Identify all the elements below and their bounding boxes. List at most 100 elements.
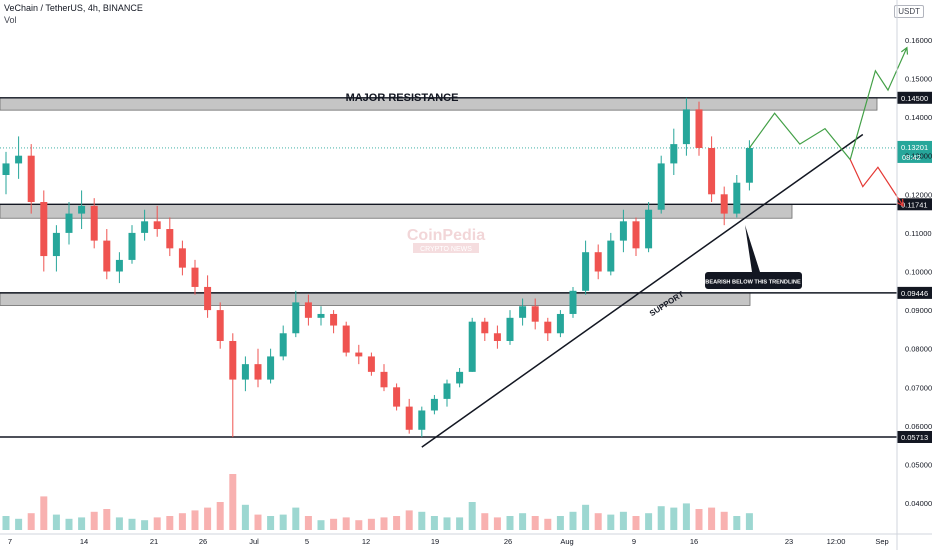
volume-bar xyxy=(695,509,703,530)
bearish-projection-arrowhead xyxy=(896,198,904,207)
candle-body xyxy=(493,333,501,341)
candle-body xyxy=(204,286,212,311)
candle-body xyxy=(393,387,401,407)
volume-bar xyxy=(393,516,401,530)
candle-body xyxy=(670,144,678,164)
x-tick-label: Sep xyxy=(875,537,888,546)
bullish-projection-arrowhead xyxy=(900,46,909,55)
price-level-label: 0.14500 xyxy=(901,94,928,103)
candle-body xyxy=(582,252,590,291)
volume-bar xyxy=(468,502,476,530)
candle-body xyxy=(141,221,149,233)
current-price-tag xyxy=(897,140,932,163)
bullish-projection xyxy=(748,47,908,161)
candle-body xyxy=(682,109,690,145)
y-tick-label: 0.12000 xyxy=(905,190,932,199)
volume-bar xyxy=(27,513,35,530)
candle-body xyxy=(418,410,426,430)
volume-bar xyxy=(166,516,174,530)
watermark-tagline: CRYPTO NEWS xyxy=(420,246,472,253)
callout-pointer xyxy=(745,225,760,272)
candle-body xyxy=(292,302,300,334)
volume-bar xyxy=(380,517,388,530)
candle-body xyxy=(128,232,136,260)
candle-body xyxy=(279,333,287,357)
volume-bar xyxy=(141,520,149,530)
chart-title: VeChain / TetherUS, 4h, BINANCE xyxy=(4,3,143,13)
volume-bar xyxy=(355,520,363,530)
volume-bar xyxy=(745,513,753,530)
x-tick-label: 26 xyxy=(504,537,512,546)
x-tick-label: 14 xyxy=(80,537,88,546)
volume-bar xyxy=(456,517,464,530)
volume-bar xyxy=(733,516,741,530)
volume-bar xyxy=(216,502,224,530)
candle-body xyxy=(619,221,627,241)
volume-bar xyxy=(367,518,375,530)
volume-bar xyxy=(430,516,438,530)
price-level-tag xyxy=(897,286,932,299)
volume-bar xyxy=(544,518,552,530)
y-tick-label: 0.05000 xyxy=(905,461,932,470)
volume-bar xyxy=(304,516,312,530)
volume-bar xyxy=(279,514,287,530)
candle-body xyxy=(456,371,464,384)
volume-bar xyxy=(657,506,665,530)
volume-bar xyxy=(204,507,212,530)
candle-body xyxy=(355,352,363,357)
countdown-timer: 08:42 xyxy=(902,152,921,162)
volume-bar xyxy=(607,514,615,530)
bearish-callout: BEARISH BELOW THIS TRENDLINE xyxy=(705,280,801,286)
volume-bar xyxy=(418,511,426,530)
volume-bar xyxy=(153,517,161,530)
current-price-label: 0.13201 xyxy=(901,143,928,152)
candle-body xyxy=(90,205,98,241)
y-tick-label: 0.16000 xyxy=(905,36,932,45)
x-tick-label: 21 xyxy=(150,537,158,546)
candle-body xyxy=(317,313,325,318)
volume-bar xyxy=(191,510,199,530)
candle-body xyxy=(103,240,111,272)
volume-bar xyxy=(443,517,451,530)
volume-bar xyxy=(330,518,338,530)
candle-body xyxy=(191,267,199,287)
candle-body xyxy=(178,248,186,268)
y-tick-label: 0.13000 xyxy=(905,152,932,161)
volume-bar xyxy=(682,503,690,530)
candle-body xyxy=(733,182,741,214)
major-resistance-label: MAJOR RESISTANCE xyxy=(346,92,459,104)
x-tick-label: 16 xyxy=(690,537,698,546)
x-tick-label: 12 xyxy=(362,537,370,546)
x-tick-label: 26 xyxy=(199,537,207,546)
volume-bar xyxy=(720,511,728,530)
y-tick-label: 0.11000 xyxy=(905,229,932,238)
callout-box xyxy=(705,272,802,289)
currency-button[interactable]: USDT xyxy=(894,5,924,18)
volume-bar xyxy=(342,517,350,530)
candle-body xyxy=(115,259,123,272)
candle-body xyxy=(645,209,653,249)
volume-bar xyxy=(115,517,123,530)
candle-body xyxy=(506,317,514,341)
price-level-tag xyxy=(897,91,932,104)
sr-zone xyxy=(0,203,793,219)
candle-body xyxy=(229,340,237,380)
candle-body xyxy=(267,356,275,380)
support-trendline xyxy=(421,133,864,448)
candle-body xyxy=(657,163,665,210)
y-tick-label: 0.15000 xyxy=(905,74,932,83)
volume-bar xyxy=(128,518,136,530)
volume-bar xyxy=(582,504,590,530)
volume-bar xyxy=(90,511,98,530)
y-tick-label: 0.14000 xyxy=(905,113,932,122)
volume-bar xyxy=(78,517,86,530)
x-tick-label: Aug xyxy=(560,537,573,546)
candle-body xyxy=(607,240,615,272)
watermark: CoinPedia CRYPTO NEWS xyxy=(407,227,485,253)
y-tick-label: 0.07000 xyxy=(905,383,932,392)
volume-bar xyxy=(645,513,653,530)
volume-bar xyxy=(569,511,577,530)
volume-bar xyxy=(178,513,186,530)
